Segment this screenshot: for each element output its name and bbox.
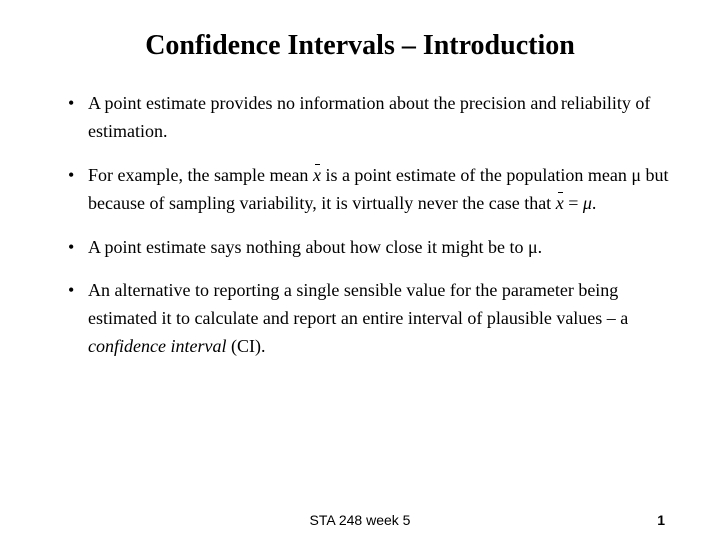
xbar-symbol: x xyxy=(313,162,321,190)
slide: Confidence Intervals – Introduction A po… xyxy=(0,0,720,540)
slide-title: Confidence Intervals – Introduction xyxy=(50,30,670,62)
italic-term: confidence interval xyxy=(88,336,226,356)
bullet-text: (CI). xyxy=(226,336,265,356)
equals-text: = xyxy=(564,193,583,213)
bullet-item: An alternative to reporting a single sen… xyxy=(68,277,670,361)
bullet-text: For example, the sample mean xyxy=(88,165,313,185)
mu-symbol: μ xyxy=(583,193,592,213)
xbar-symbol: x xyxy=(556,190,564,218)
bullet-item: A point estimate says nothing about how … xyxy=(68,234,670,262)
footer-course: STA 248 week 5 xyxy=(310,512,411,528)
bullet-text: A point estimate provides no information… xyxy=(88,93,650,141)
bullet-text: A point estimate says nothing about how … xyxy=(88,237,542,257)
bullet-item: For example, the sample mean x is a poin… xyxy=(68,162,670,218)
bullet-text: An alternative to reporting a single sen… xyxy=(88,280,628,328)
bullet-list: A point estimate provides no information… xyxy=(50,90,670,361)
bullet-text: . xyxy=(592,193,597,213)
footer-page-number: 1 xyxy=(657,512,665,528)
bullet-item: A point estimate provides no information… xyxy=(68,90,670,146)
